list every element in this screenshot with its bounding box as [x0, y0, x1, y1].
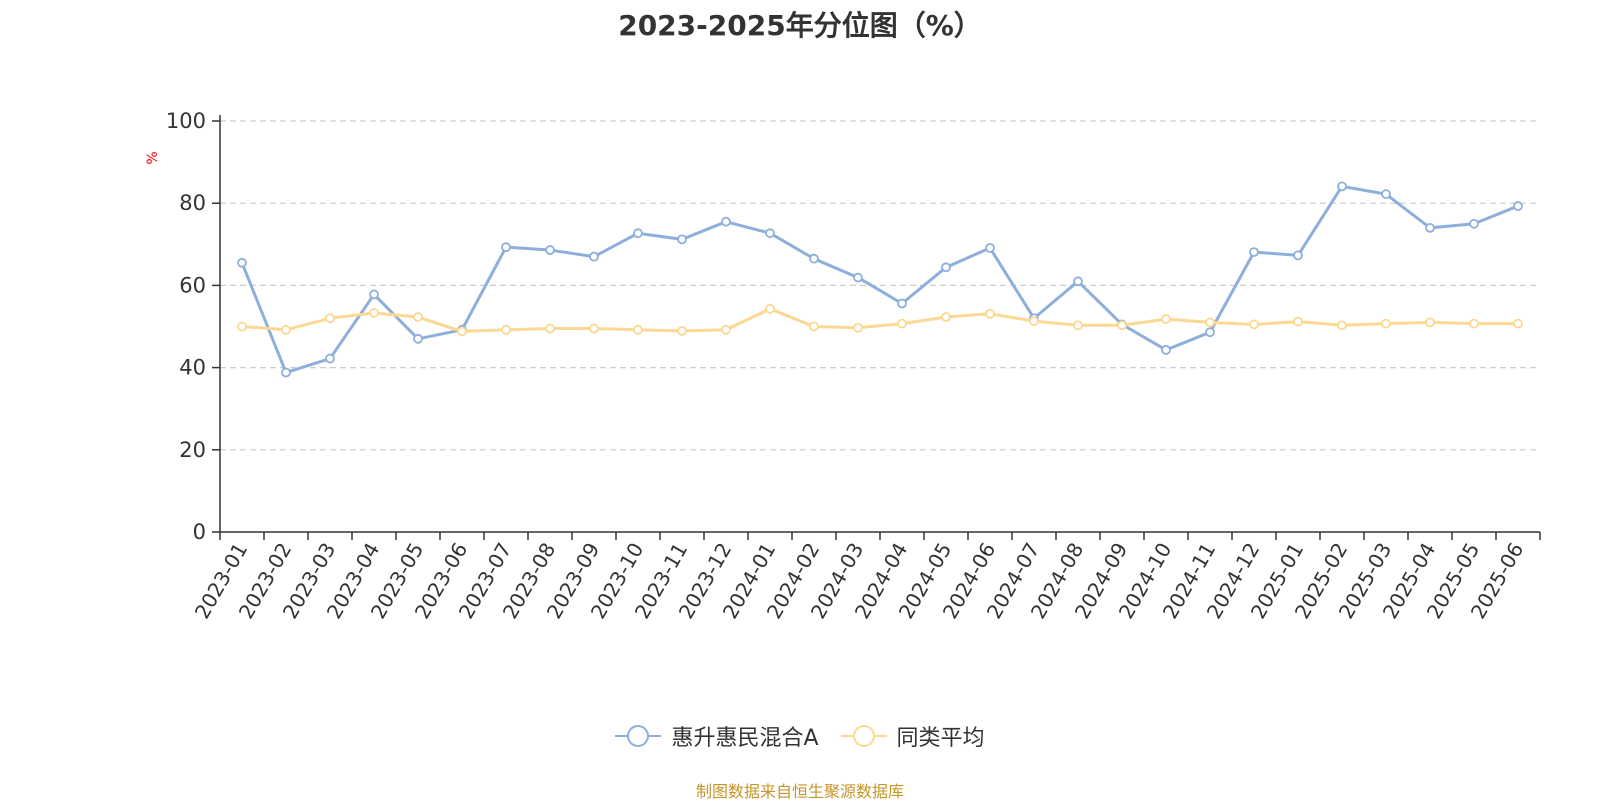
series-layer: [237, 181, 1523, 378]
data-point: [1073, 276, 1083, 287]
data-point: [1249, 319, 1259, 330]
data-point: [677, 234, 687, 245]
data-point: [633, 324, 643, 335]
data-point: [633, 228, 643, 239]
data-point: [941, 262, 951, 273]
y-tick-label: 20: [179, 438, 206, 462]
data-point: [281, 367, 291, 378]
data-point: [853, 322, 863, 333]
data-point: [325, 313, 335, 324]
data-point: [413, 312, 423, 322]
legend-item-fund[interactable]: 惠升惠民混合A: [615, 720, 819, 752]
legend-item-category-average[interactable]: 同类平均: [840, 720, 985, 752]
data-point: [237, 321, 247, 332]
data-point: [1161, 345, 1171, 355]
data-point: [941, 312, 951, 322]
data-point: [501, 242, 511, 253]
data-point: [369, 289, 379, 300]
data-point: [1469, 218, 1479, 229]
data-point: [721, 324, 731, 335]
data-point: [985, 243, 995, 253]
data-point: [809, 321, 819, 332]
data-point: [1205, 327, 1215, 338]
data-point: [501, 324, 511, 335]
legend-label-fund: 惠升惠民混合A: [671, 726, 819, 751]
grid-lines: [220, 120, 1540, 451]
legend: 惠升惠民混合A 同类平均: [0, 720, 1600, 752]
data-point: [897, 318, 907, 329]
legend-line-circle-icon: [615, 725, 662, 747]
data-point: [1337, 181, 1347, 192]
y-tick-label: 80: [179, 191, 206, 215]
y-tick-label: 100: [166, 109, 206, 133]
data-point: [1469, 318, 1479, 329]
series-line-category-average: [241, 307, 1518, 333]
data-point: [1513, 201, 1523, 211]
y-tick-label: 0: [193, 520, 206, 544]
series-line-fund: [240, 184, 1519, 375]
data-point: [985, 308, 995, 319]
y-axis-unit-label: %: [145, 151, 161, 164]
data-point: [677, 326, 687, 336]
axes: 0204060801002023-012023-022023-032023-04…: [166, 109, 1541, 623]
data-point: [1425, 222, 1435, 233]
data-point: [1425, 317, 1435, 328]
data-point: [325, 353, 335, 364]
data-point: [721, 216, 731, 227]
data-point: [589, 323, 599, 334]
legend-label-category-average: 同类平均: [896, 726, 985, 751]
data-point: [1117, 320, 1127, 331]
y-tick-label: 60: [179, 273, 206, 297]
data-point: [545, 245, 555, 255]
data-point: [765, 228, 775, 239]
data-point: [1249, 247, 1259, 258]
data-point: [1161, 314, 1171, 325]
data-point: [1293, 316, 1303, 327]
data-point: [369, 308, 379, 318]
data-point: [237, 257, 247, 268]
data-point: [545, 323, 555, 334]
data-point: [853, 272, 863, 283]
data-point: [897, 298, 907, 309]
data-point: [413, 333, 423, 344]
chart-title: 2023-2025年分位图（%）: [618, 9, 982, 42]
data-point: [809, 253, 819, 264]
data-point: [1381, 318, 1391, 329]
data-point: [589, 251, 599, 262]
data-point: [1073, 320, 1083, 331]
data-point: [1513, 318, 1523, 329]
data-point: [1381, 189, 1391, 200]
data-point: [1293, 250, 1303, 261]
data-point: [1337, 320, 1347, 331]
data-point: [1205, 317, 1215, 328]
y-tick-label: 40: [179, 356, 206, 380]
data-point: [1029, 316, 1039, 327]
data-point: [457, 326, 467, 337]
legend-line-circle-icon: [840, 725, 887, 747]
data-point: [281, 324, 291, 335]
data-source-note: 制图数据来自恒生聚源数据库: [695, 782, 904, 801]
data-point: [765, 303, 775, 314]
